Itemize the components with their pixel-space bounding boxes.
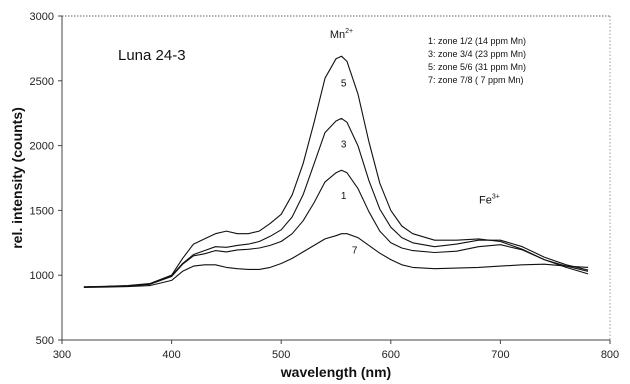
- series-line-5: [83, 55, 589, 288]
- x-tick-label: 500: [272, 349, 290, 361]
- series-line-7: [83, 233, 589, 289]
- y-axis-title: rel. intensity (counts): [9, 107, 25, 249]
- x-tick-label: 700: [491, 349, 509, 361]
- series-label-5: 5: [341, 78, 347, 89]
- legend-entry: 5: zone 5/6 (31 ppm Mn): [428, 62, 526, 72]
- panel-label: Luna 24-3: [118, 47, 186, 64]
- ion-label-mn: Mn2+: [330, 28, 353, 41]
- y-tick-label: 500: [36, 335, 54, 347]
- legend-entry: 1: zone 1/2 (14 ppm Mn): [428, 36, 526, 46]
- series-label-7: 7: [352, 246, 358, 257]
- x-tick-label: 400: [162, 349, 180, 361]
- x-tick-label: 800: [601, 349, 619, 361]
- series-line-3: [83, 117, 589, 288]
- grid-lines: [62, 15, 610, 341]
- series-group: [83, 55, 589, 289]
- axes: [61, 16, 611, 341]
- x-axis-title: wavelength (nm): [280, 364, 391, 380]
- y-tick-label: 1500: [30, 205, 54, 217]
- legend-entry: 3: zone 3/4 (23 ppm Mn): [428, 49, 526, 59]
- legend-entry: 7: zone 7/8 ( 7 ppm Mn): [428, 75, 524, 85]
- y-tick-label: 1000: [30, 270, 54, 282]
- series-line-1: [83, 169, 589, 288]
- y-tick-label: 3000: [30, 11, 54, 23]
- series-label-group: 1 3 5 7: [341, 78, 358, 256]
- series-label-3: 3: [341, 139, 347, 150]
- x-tick-label: 300: [53, 349, 71, 361]
- y-tick-label: 2000: [30, 141, 54, 153]
- x-tick-labels: 300 400 500 600 700 800: [53, 340, 619, 361]
- x-tick-label: 600: [382, 349, 400, 361]
- ion-label-fe: Fe3+: [479, 193, 500, 206]
- y-tick-labels: 500 1000 1500 2000 2500 3000: [30, 11, 62, 347]
- ion-annotations: Mn2+ Fe3+: [330, 28, 500, 206]
- legend: 1: zone 1/2 (14 ppm Mn) 3: zone 3/4 (23 p…: [428, 36, 526, 85]
- y-tick-label: 2500: [30, 76, 54, 88]
- series-label-1: 1: [341, 191, 347, 202]
